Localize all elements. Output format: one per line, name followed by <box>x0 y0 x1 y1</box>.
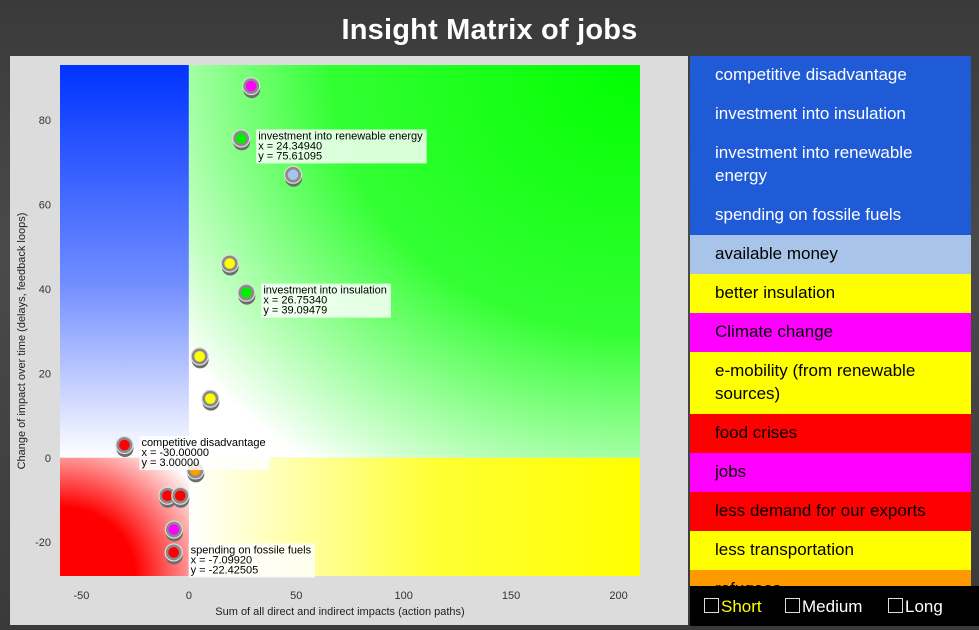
callout-line: investment into insulation <box>263 285 387 297</box>
y-tick-label: -20 <box>35 537 51 549</box>
x-tick-label: 200 <box>609 590 627 602</box>
callout-box <box>139 436 270 471</box>
data-points <box>115 77 303 565</box>
y-tick-label: 40 <box>39 284 51 296</box>
callout-line: x = -7.09920 <box>191 554 252 566</box>
callout-line: investment into renewable energy <box>258 130 423 142</box>
legend-item[interactable]: investment into renewable energy <box>690 134 971 196</box>
data-point[interactable] <box>171 486 190 508</box>
point-marker <box>168 547 179 558</box>
short-term-option[interactable]: Short <box>704 597 762 617</box>
legend-item[interactable]: less demand for our exports <box>690 492 971 531</box>
medium-checkbox[interactable] <box>785 598 800 613</box>
legend-item[interactable]: jobs <box>690 453 971 492</box>
legend-item[interactable]: competitive disadvantage <box>690 56 971 95</box>
legend-item[interactable]: Climate change <box>690 313 971 352</box>
data-point[interactable] <box>164 520 183 542</box>
callout-line: x = 24.34940 <box>258 140 322 152</box>
point-marker <box>119 439 130 451</box>
callout-line: y = -22.42505 <box>191 564 259 576</box>
medium-term-option[interactable]: Medium <box>785 597 862 617</box>
data-point[interactable] <box>220 254 239 276</box>
chart-svg: -50 0 50 100 150 200 -20 0 20 40 60 80 investment … <box>16 65 640 618</box>
y-tick-label: 80 <box>39 115 51 127</box>
long-checkbox[interactable] <box>888 598 903 613</box>
x-tick-label: 0 <box>186 590 192 602</box>
point-marker <box>194 351 205 362</box>
data-point[interactable] <box>201 389 220 411</box>
short-label: Short <box>721 597 762 616</box>
callout-line: y = 3.00000 <box>141 457 199 469</box>
legend-item[interactable]: refugees <box>690 570 971 586</box>
page-title: Insight Matrix of jobs <box>341 14 638 46</box>
x-tick-label: 150 <box>502 590 520 602</box>
legend-item[interactable]: better insulation <box>690 274 971 313</box>
long-term-option[interactable]: Long <box>888 597 943 617</box>
data-point[interactable] <box>232 129 251 151</box>
x-tick-label: 50 <box>290 590 302 602</box>
data-point[interactable] <box>115 435 134 458</box>
x-tick-label: 100 <box>395 590 413 602</box>
callout-line: y = 75.61095 <box>258 150 322 162</box>
legend-list[interactable]: competitive disadvantage investment into … <box>690 56 971 586</box>
data-point[interactable] <box>164 543 183 565</box>
y-axis-ticks: -20 0 20 40 60 80 <box>35 115 51 549</box>
y-axis-label: Change of impact over time (delays, feed… <box>16 213 28 470</box>
timeframe-selector: Short Medium Long <box>690 586 979 626</box>
legend-item[interactable]: spending on fossile fuels <box>690 196 971 235</box>
point-marker <box>162 490 173 502</box>
x-axis-ticks: -50 0 50 100 150 200 <box>74 590 628 602</box>
point-marker <box>245 80 257 92</box>
point-marker <box>174 490 186 502</box>
callout-line: x = 26.75340 <box>263 295 327 307</box>
insight-matrix-chart: -50 0 50 100 150 200 -20 0 20 40 60 80 investment … <box>10 56 688 625</box>
legend-item[interactable]: food crises <box>690 414 971 453</box>
long-label: Long <box>905 597 943 616</box>
quadrant-top-right <box>188 65 640 458</box>
callout-line: x = -30.00000 <box>141 447 209 459</box>
y-tick-label: 0 <box>45 453 51 465</box>
callout-box <box>188 543 316 578</box>
callout-line: y = 39.09479 <box>263 305 327 317</box>
callout-box <box>261 283 391 318</box>
legend-item[interactable]: less transportation <box>690 531 971 570</box>
legend-item[interactable]: investment into insulation <box>690 95 971 134</box>
callout-line: competitive disadvantage <box>141 437 265 449</box>
data-point[interactable] <box>283 165 303 187</box>
short-checkbox[interactable] <box>704 598 719 613</box>
medium-label: Medium <box>802 597 863 616</box>
x-tick-label: -50 <box>74 590 90 602</box>
callout-box <box>256 129 427 164</box>
point-marker <box>224 258 236 269</box>
callout-line: spending on fossile fuels <box>191 544 312 556</box>
data-point[interactable] <box>190 347 209 369</box>
legend-item[interactable]: e-mobility (from renewable sources) <box>690 352 971 414</box>
quadrant-top-left <box>60 65 189 458</box>
legend-item[interactable]: available money <box>690 235 971 274</box>
point-marker <box>241 287 252 298</box>
y-tick-label: 20 <box>39 368 51 380</box>
data-point[interactable] <box>237 283 256 305</box>
point-marker <box>205 393 216 404</box>
point-marker <box>168 524 180 535</box>
point-marker <box>287 169 299 181</box>
data-point[interactable] <box>242 77 261 99</box>
x-axis-label: Sum of all direct and indirect impacts (… <box>215 606 464 618</box>
point-marker <box>235 133 247 144</box>
y-tick-label: 60 <box>39 199 51 211</box>
